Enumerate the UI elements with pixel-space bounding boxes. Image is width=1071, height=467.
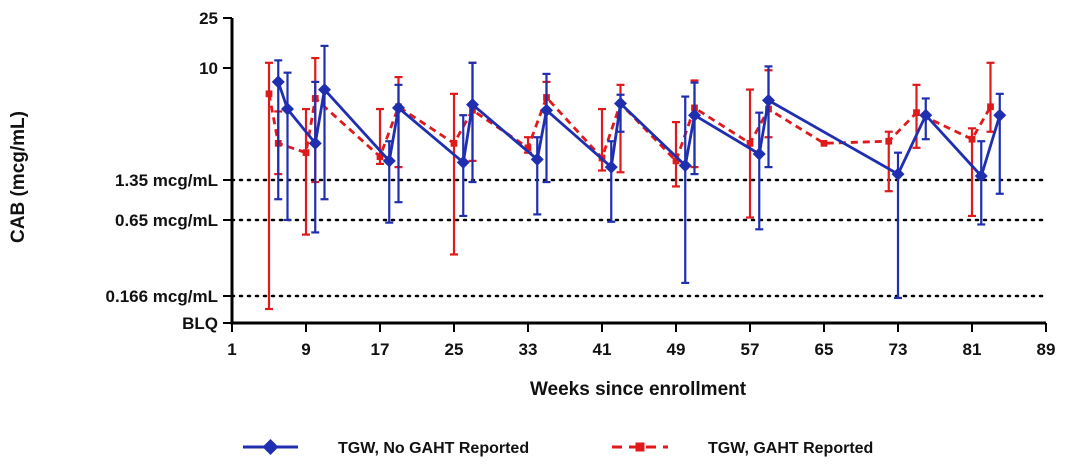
series-line [267, 93, 992, 163]
diamond-marker [271, 75, 285, 89]
legend-label: TGW, GAHT Reported [708, 440, 873, 457]
diamond-marker [456, 155, 470, 169]
diamond-marker [392, 101, 405, 115]
legend-label: TGW, No GAHT Reported [338, 440, 529, 457]
diamond-marker [281, 102, 294, 116]
square-marker [987, 103, 994, 111]
legend-item: TGW, No GAHT Reported [243, 439, 529, 457]
x-tick-label: 57 [741, 340, 760, 359]
x-tick-label: 81 [963, 340, 982, 359]
square-marker [635, 442, 645, 452]
reference-lines [230, 178, 1048, 298]
square-marker [913, 109, 920, 117]
diamond-marker [993, 108, 1007, 122]
diamond-marker [540, 103, 553, 117]
axes: 25 10 1.35 mcg/mL 0.65 mcg/mL 0.166 mcg/mL BL… [106, 9, 1056, 359]
diamond-marker [308, 136, 322, 150]
x-axis-title: Weeks since enrollment [530, 379, 747, 400]
y-tick-label: 10 [199, 59, 218, 78]
series-no-gaht [271, 44, 1007, 300]
legend: TGW, No GAHT Reported TGW, GAHT Reported [243, 439, 873, 457]
square-marker [968, 135, 976, 143]
square-marker [265, 90, 273, 98]
y-tick-label: 0.166 mcg/mL [106, 287, 218, 306]
diamond-marker [678, 158, 692, 172]
diamond-marker [466, 98, 479, 112]
y-tick-label: BLQ [182, 314, 218, 333]
square-marker [885, 137, 893, 145]
square-marker [672, 157, 680, 165]
x-tick-label: 41 [593, 340, 612, 359]
diamond-marker [752, 147, 766, 161]
diamond-marker [974, 169, 988, 183]
diamond-marker [614, 97, 627, 111]
x-tick-label: 33 [519, 340, 538, 359]
square-marker [450, 139, 458, 147]
x-tick-label: 25 [445, 340, 464, 359]
square-marker [302, 149, 310, 157]
y-tick-label: 1.35 mcg/mL [115, 171, 218, 190]
diamond-marker [318, 83, 331, 97]
y-axis-title: CAB (mcg/mL) [8, 111, 29, 243]
diamond-marker [919, 108, 933, 122]
series-line [276, 81, 1002, 178]
square-marker [376, 153, 384, 161]
diamond-marker [891, 167, 905, 181]
series-gaht [265, 56, 995, 311]
diamond-marker [530, 152, 544, 166]
x-tick-label: 89 [1037, 340, 1056, 359]
diamond-marker [604, 160, 618, 174]
diamond-marker [688, 108, 701, 122]
diamond-marker [382, 154, 396, 168]
square-marker [524, 144, 532, 152]
x-tick-label: 65 [815, 340, 834, 359]
x-tick-label: 1 [227, 340, 236, 359]
y-tick-label: 0.65 mcg/mL [115, 211, 218, 230]
diamond-marker [262, 439, 279, 455]
x-tick-label: 49 [667, 340, 686, 359]
diamond-marker [762, 93, 775, 107]
x-tick-label: 17 [371, 340, 390, 359]
square-marker [746, 139, 754, 147]
y-tick-label: 25 [199, 9, 218, 28]
square-marker [820, 139, 828, 147]
legend-item: TGW, GAHT Reported [612, 440, 873, 457]
x-tick-label: 73 [889, 340, 908, 359]
data-series [265, 44, 1007, 311]
x-tick-label: 9 [301, 340, 310, 359]
